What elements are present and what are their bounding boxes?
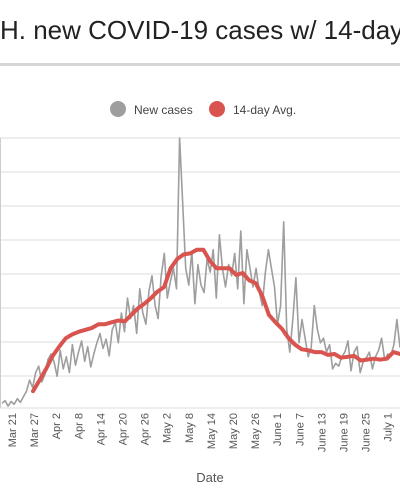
x-tick-label: June 1: [272, 413, 284, 446]
x-tick-label: Mar 21: [7, 413, 19, 447]
x-tick-label: Mar 27: [29, 413, 41, 447]
series-14-day-avg-line: [31, 247, 400, 394]
chart-legend: New cases 14-day Avg.: [110, 101, 296, 117]
x-axis-label: Date: [196, 470, 223, 485]
x-tick-label: June 25: [361, 413, 373, 452]
x-tick-label: Apr 14: [95, 413, 107, 445]
x-tick-label: June 13: [316, 413, 328, 452]
legend-marker: [110, 101, 126, 117]
x-tick-label: May 8: [184, 413, 196, 443]
legend-label: New cases: [134, 103, 193, 117]
x-tick-labels: Mar 21 Mar 27 Apr 2 Apr 8 Apr 14 Apr 20 Apr 26…: [7, 413, 395, 452]
legend-label: 14-day Avg.: [233, 103, 296, 117]
x-tick-label: Apr 8: [73, 413, 85, 439]
x-tick-label: June 19: [339, 413, 351, 452]
grid-lines: [0, 137, 400, 409]
legend-marker: [209, 101, 225, 117]
x-tick-label: Apr 20: [118, 413, 130, 445]
x-tick-label: Apr 26: [140, 413, 152, 445]
chart-title-bar: H. new COVID-19 cases w/ 14-day avera: [0, 0, 400, 66]
x-tick-label: May 14: [206, 413, 218, 449]
x-tick-label: May 2: [162, 413, 174, 443]
chart-title: H. new COVID-19 cases w/ 14-day avera: [0, 15, 400, 45]
x-tick-label: May 20: [228, 413, 240, 449]
series-new-cases-line: [1, 137, 400, 407]
series-layer: [1, 137, 400, 407]
x-tick-label: June 7: [294, 413, 306, 446]
x-tick-label: Apr 2: [51, 413, 63, 439]
x-tick-label: May 26: [250, 413, 262, 449]
x-tick-label: July 1: [383, 413, 395, 442]
